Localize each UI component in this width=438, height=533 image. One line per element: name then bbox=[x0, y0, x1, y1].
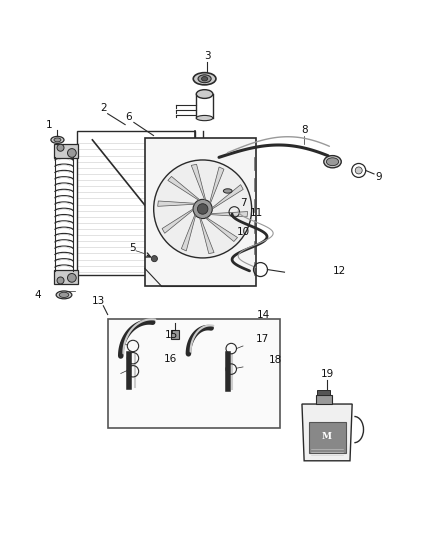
Polygon shape bbox=[168, 176, 200, 200]
Circle shape bbox=[193, 199, 212, 219]
Circle shape bbox=[67, 273, 76, 282]
Bar bbox=[223, 222, 233, 232]
Bar bbox=[222, 193, 234, 206]
Ellipse shape bbox=[54, 138, 61, 142]
Ellipse shape bbox=[201, 77, 208, 81]
Text: 4: 4 bbox=[35, 290, 41, 300]
Text: 14: 14 bbox=[257, 310, 270, 320]
Ellipse shape bbox=[196, 116, 213, 120]
Bar bbox=[316, 395, 332, 404]
Bar bbox=[225, 231, 231, 237]
Text: 10: 10 bbox=[237, 228, 250, 237]
Text: 17: 17 bbox=[256, 334, 269, 344]
Bar bbox=[108, 319, 280, 428]
Polygon shape bbox=[200, 218, 214, 254]
Text: 13: 13 bbox=[92, 296, 105, 305]
Text: 3: 3 bbox=[204, 51, 211, 61]
Ellipse shape bbox=[56, 291, 72, 299]
Circle shape bbox=[154, 160, 252, 258]
Bar bbox=[54, 270, 78, 284]
Bar bbox=[317, 390, 330, 395]
Bar bbox=[145, 138, 256, 286]
Bar bbox=[54, 144, 78, 158]
Ellipse shape bbox=[198, 75, 211, 83]
Text: 5: 5 bbox=[130, 243, 136, 253]
Polygon shape bbox=[210, 167, 224, 203]
Text: 1: 1 bbox=[46, 120, 52, 130]
Text: M: M bbox=[322, 432, 332, 441]
Ellipse shape bbox=[59, 292, 69, 297]
Text: 9: 9 bbox=[375, 172, 382, 182]
Ellipse shape bbox=[196, 90, 213, 99]
Circle shape bbox=[57, 144, 64, 151]
Circle shape bbox=[151, 256, 157, 262]
Bar bbox=[171, 330, 179, 338]
Circle shape bbox=[57, 277, 64, 284]
Ellipse shape bbox=[223, 189, 232, 193]
Polygon shape bbox=[191, 164, 205, 200]
Polygon shape bbox=[210, 212, 247, 217]
Text: 19: 19 bbox=[321, 369, 334, 379]
Bar bbox=[308, 422, 346, 453]
Text: 15: 15 bbox=[165, 330, 178, 341]
Polygon shape bbox=[205, 217, 237, 241]
Circle shape bbox=[67, 149, 76, 157]
Text: 2: 2 bbox=[100, 103, 106, 113]
Ellipse shape bbox=[324, 156, 341, 168]
Text: 7: 7 bbox=[240, 198, 246, 208]
Polygon shape bbox=[302, 404, 352, 461]
Text: 8: 8 bbox=[301, 125, 307, 135]
Polygon shape bbox=[212, 184, 243, 209]
Circle shape bbox=[198, 204, 208, 214]
Bar bbox=[77, 131, 195, 275]
Circle shape bbox=[355, 167, 362, 174]
Text: 16: 16 bbox=[163, 354, 177, 365]
Text: 12: 12 bbox=[332, 266, 346, 276]
Polygon shape bbox=[181, 215, 196, 251]
Ellipse shape bbox=[193, 72, 216, 85]
Ellipse shape bbox=[326, 158, 339, 166]
Polygon shape bbox=[162, 209, 193, 233]
Polygon shape bbox=[158, 201, 195, 206]
Text: 18: 18 bbox=[269, 355, 283, 365]
Ellipse shape bbox=[51, 136, 64, 143]
Text: 6: 6 bbox=[125, 112, 131, 122]
Text: 11: 11 bbox=[250, 208, 263, 218]
